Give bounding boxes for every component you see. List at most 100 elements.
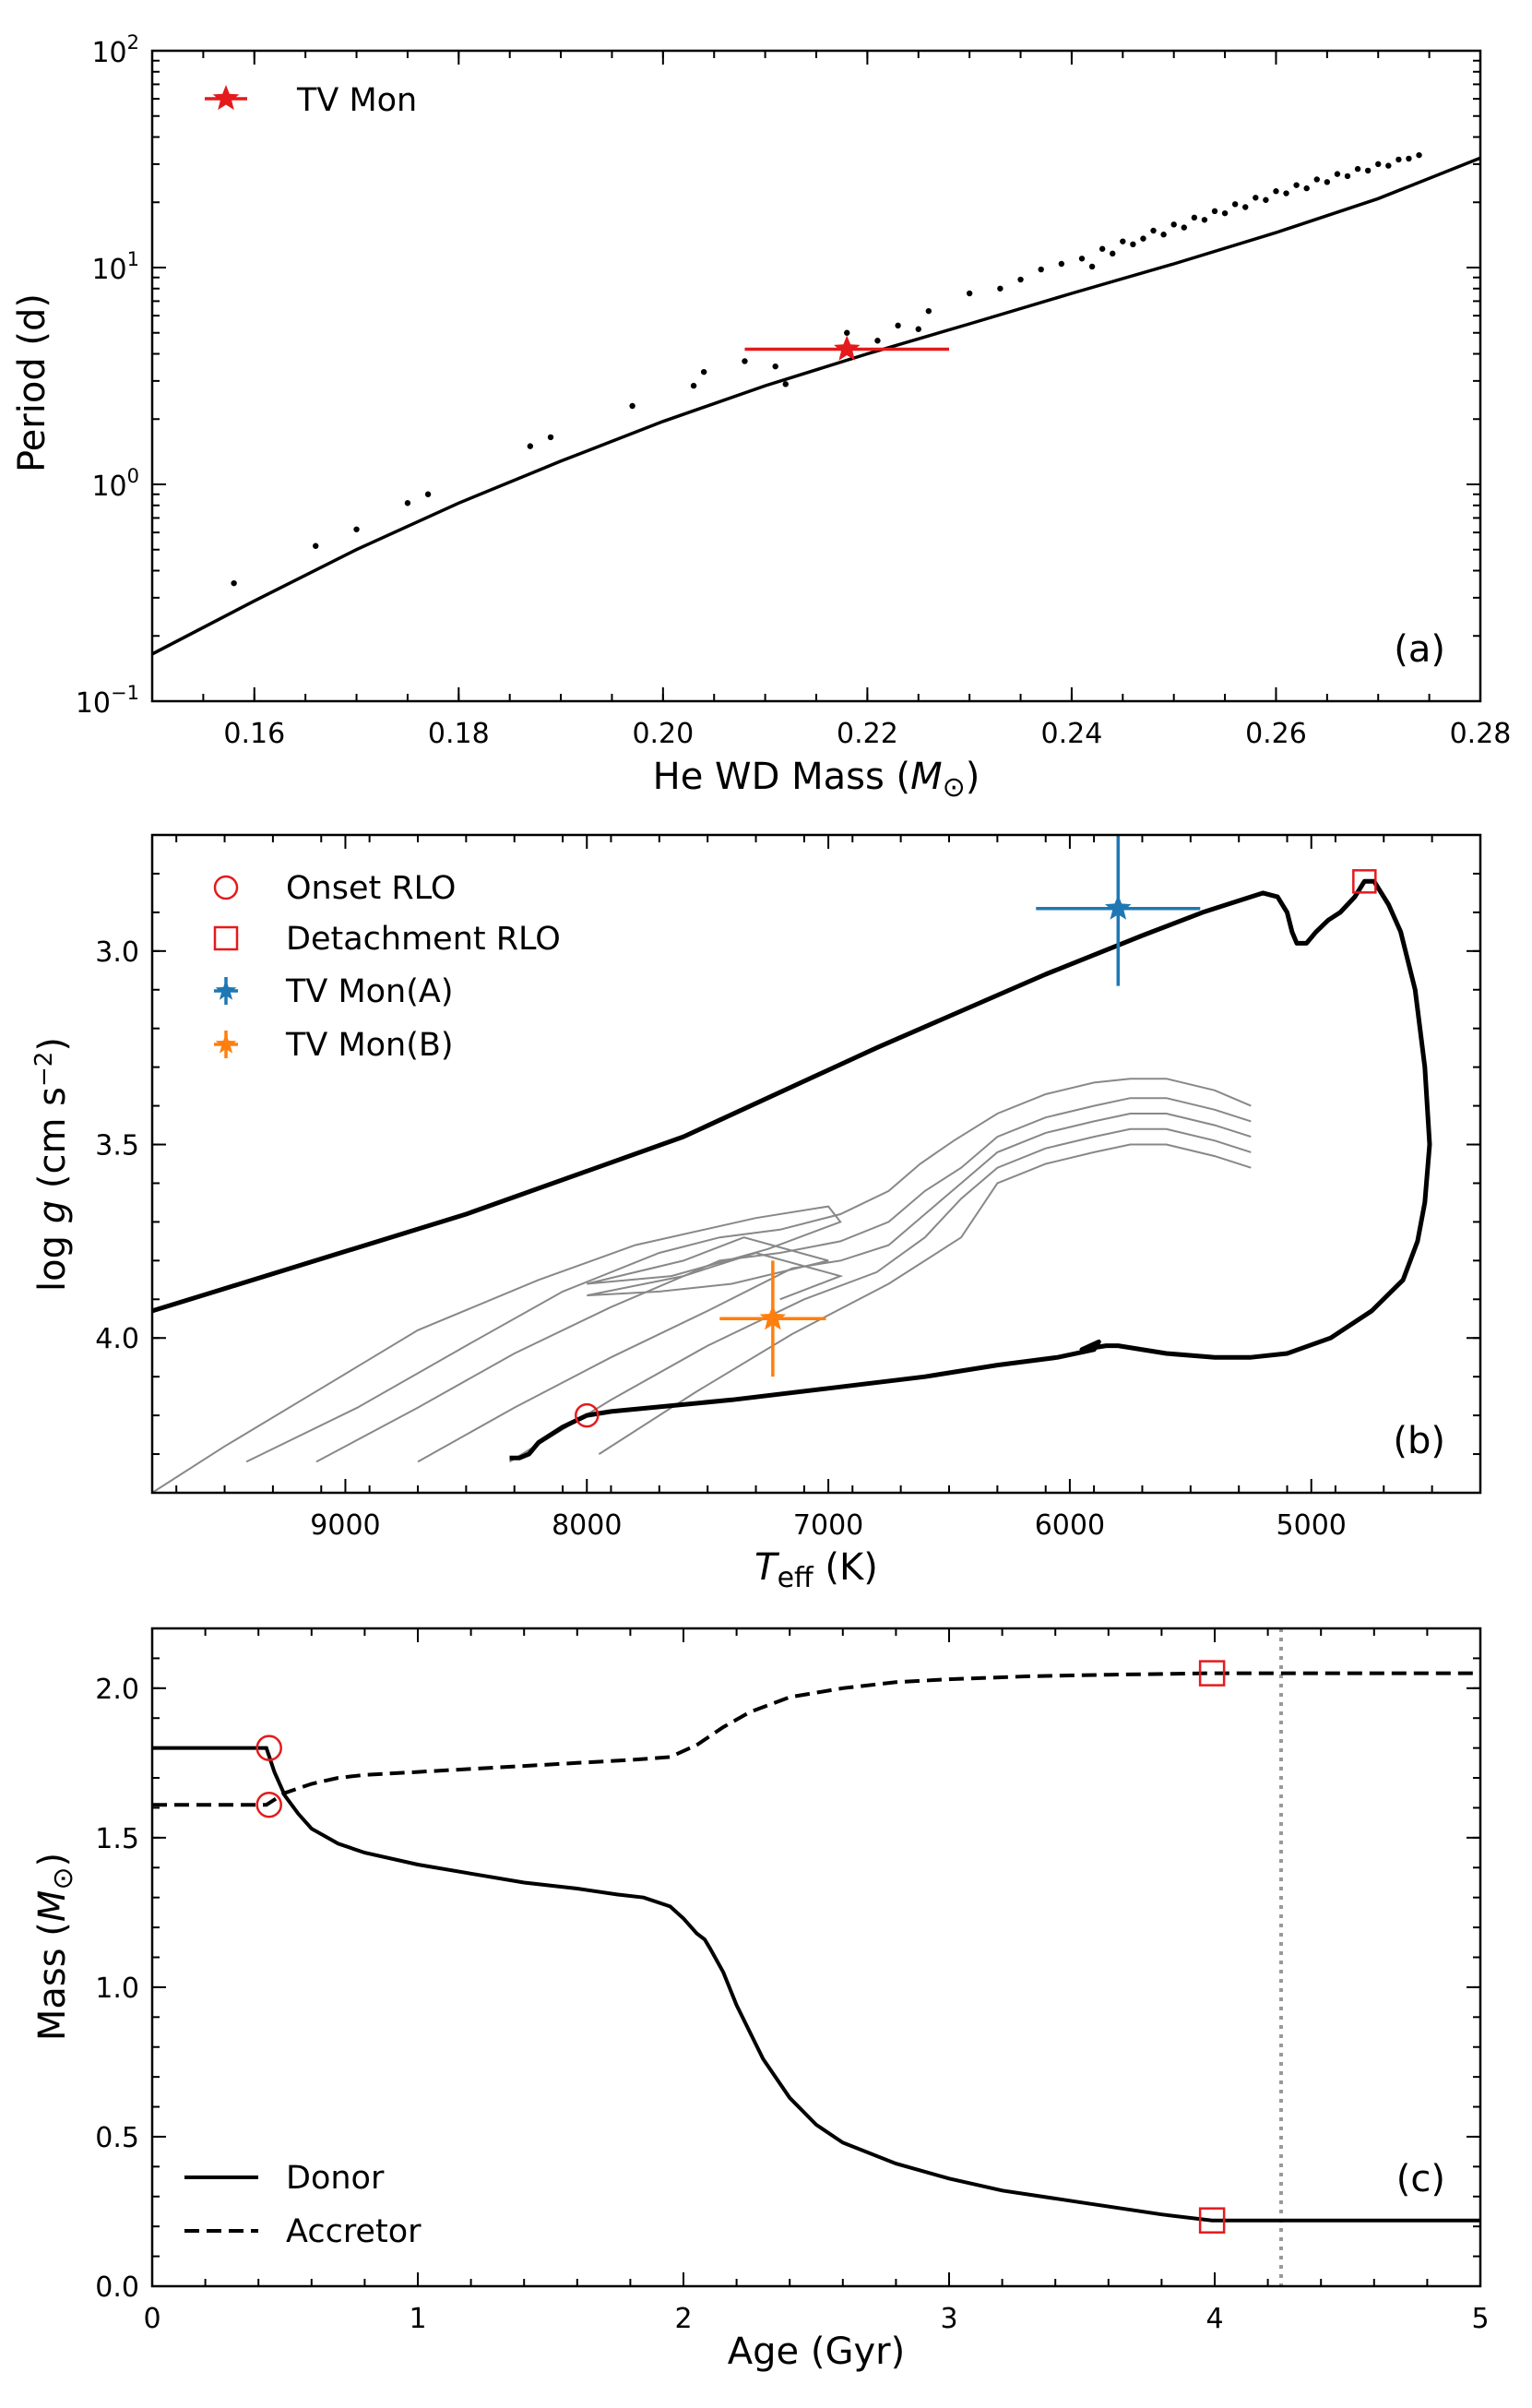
panel-b-y-tick-label: 3.0 — [95, 936, 139, 969]
scatter-point — [527, 443, 534, 449]
scatter-point — [1273, 188, 1279, 195]
tv-mon-a-star-marker — [1105, 894, 1132, 920]
panel-a-frame — [150, 49, 1482, 703]
panel-b-x-axis-label: Teff (K) — [754, 1546, 878, 1594]
panel-a-label: (a) — [1394, 628, 1445, 671]
scatter-point — [1181, 224, 1187, 231]
scatter-point — [700, 368, 707, 376]
panel-c-y-tick-label: 0.0 — [95, 2271, 139, 2304]
tv-mon-star-marker — [834, 335, 861, 361]
panel-a-x-tick-label: 0.22 — [837, 718, 898, 750]
legend-tv-mon-label: TV Mon — [296, 82, 417, 119]
legend-label: Detachment RLO — [286, 921, 561, 958]
panel-a-x-tick-label: 0.20 — [632, 718, 694, 750]
scatter-point — [1364, 167, 1372, 174]
scatter-point — [1120, 238, 1126, 244]
scatter-point — [1385, 162, 1392, 169]
scatter-point — [313, 542, 319, 549]
scatter-point — [1110, 250, 1116, 257]
gray-evolution-track — [315, 1097, 1252, 1463]
scatter-point — [629, 402, 635, 410]
scatter-point — [1130, 241, 1136, 248]
panel-c-data — [152, 1628, 1480, 2286]
scatter-point — [1263, 197, 1269, 203]
panel-b-y-tick-label: 3.5 — [95, 1130, 139, 1162]
panel-c-mass-vs-age: 0 1 2 3 4 5 0.0 0.5 1.0 1.5 2.0 Donor Accretor (c) A… — [31, 1627, 1490, 2373]
scatter-point — [1150, 227, 1157, 234]
scatter-point — [997, 285, 1004, 292]
scatter-point — [895, 322, 901, 329]
legend-star-marker — [215, 980, 237, 1000]
panel-a-x-tick-label: 0.24 — [1041, 718, 1103, 750]
panel-a-x-tick-label: 0.26 — [1245, 718, 1307, 750]
panel-a-period-vs-mass: 0.16 0.18 0.20 0.22 0.24 0.26 0.28 10−1 100 101 10… — [11, 31, 1511, 804]
scatter-point — [844, 329, 850, 336]
panel-c-frame — [150, 1627, 1482, 2288]
panel-c-y-tick-label: 1.5 — [95, 1823, 139, 1855]
legend-label: Onset RLO — [286, 870, 456, 907]
panel-b-x-tick-label: 9000 — [310, 1509, 380, 1542]
scatter-point — [547, 434, 554, 441]
panel-c-y-tick-label: 0.5 — [95, 2122, 139, 2154]
donor-evolution-track — [152, 878, 1432, 1460]
scatter-point — [1283, 190, 1289, 197]
legend-label: TV Mon(A) — [285, 973, 454, 1010]
scatter-point — [1191, 214, 1198, 221]
legend-tv-mon-star — [212, 85, 240, 111]
onset-rlo-marker — [575, 1402, 600, 1428]
accretor-mass-line — [152, 1671, 1480, 1807]
scatter-point — [1293, 182, 1300, 188]
scatter-point — [874, 338, 881, 344]
scatter-point — [1313, 176, 1320, 183]
scatter-point — [1344, 173, 1351, 180]
panel-a-x-axis-label: He WD Mass (M⊙) — [653, 756, 980, 804]
panel-a-y-tick-label: 102 — [91, 31, 139, 69]
scatter-point — [1375, 161, 1382, 168]
panel-b-plot-area: 9000 8000 7000 6000 5000 3.0 3.5 4.0 Onset RLO De… — [95, 833, 1482, 1542]
panel-c-x-tick-label: 5 — [1471, 2303, 1489, 2335]
panel-c-y-tick-label: 1.0 — [95, 1973, 139, 2005]
relation-line — [152, 156, 1480, 656]
panel-b-x-tick-label: 5000 — [1277, 1509, 1347, 1542]
scatter-point — [1078, 256, 1086, 262]
scatter-point — [915, 326, 921, 332]
scatter-point — [1038, 266, 1044, 273]
panel-c-x-tick-label: 4 — [1205, 2303, 1223, 2335]
panel-a-y-tick-label: 101 — [91, 248, 139, 286]
onset-rlo-marker — [255, 1791, 282, 1818]
panel-b-label: (b) — [1393, 1420, 1445, 1462]
panel-c-y-axis-label: Mass (M⊙) — [31, 1853, 79, 2041]
legend-onset-rlo-marker — [213, 875, 239, 900]
panel-b-x-tick-label: 7000 — [793, 1509, 863, 1542]
panel-c-y-tick-label: 2.0 — [95, 1674, 139, 1706]
scatter-point — [1058, 260, 1065, 268]
scatter-point — [1211, 208, 1218, 215]
scatter-point — [353, 526, 360, 532]
panel-c-x-tick-label: 2 — [674, 2303, 692, 2335]
panel-a-y-tick-label: 100 — [91, 465, 139, 503]
scatter-point — [1017, 276, 1024, 283]
scatter-point — [1099, 245, 1106, 252]
panel-b-data — [152, 835, 1432, 1493]
scatter-point — [782, 381, 789, 387]
scatter-point — [1221, 209, 1229, 217]
scatter-point — [1334, 171, 1341, 177]
detachment-rlo-marker — [1198, 2207, 1226, 2234]
gray-evolution-track — [245, 1078, 1252, 1463]
scatter-point — [772, 363, 778, 370]
panel-c-plot-area: 0 1 2 3 4 5 0.0 0.5 1.0 1.5 2.0 Donor Accretor — [95, 1627, 1490, 2335]
panel-b-y-axis-label: log g (cm s−2) — [30, 1037, 74, 1292]
panel-c-x-tick-label: 3 — [940, 2303, 957, 2335]
legend-detachment-rlo-marker — [213, 925, 239, 951]
panel-b-x-tick-label: 8000 — [552, 1509, 622, 1542]
scatter-point — [1201, 217, 1208, 223]
gray-evolution-track — [152, 1205, 844, 1493]
panel-a-y-axis-label: Period (d) — [11, 293, 53, 472]
scatter-point — [1253, 195, 1259, 201]
panel-a-data — [152, 151, 1480, 656]
gray-evolution-track — [417, 1113, 1252, 1463]
scatter-point — [966, 290, 973, 297]
scatter-point — [404, 500, 411, 507]
panel-a-plot-area: 0.16 0.18 0.20 0.22 0.24 0.26 0.28 10−1 100 101 10… — [76, 31, 1512, 750]
onset-rlo-marker — [255, 1734, 282, 1761]
